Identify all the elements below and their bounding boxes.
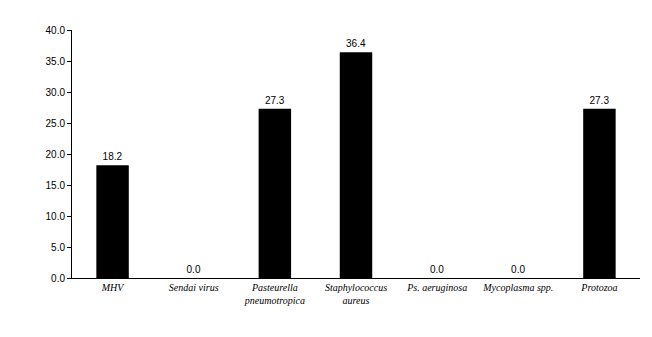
svg-text:25.0: 25.0 xyxy=(46,118,66,129)
svg-text:27.3: 27.3 xyxy=(265,95,285,106)
svg-text:Protozoa: Protozoa xyxy=(580,282,617,293)
svg-text:0.0: 0.0 xyxy=(51,273,65,284)
svg-text:MHV: MHV xyxy=(101,282,126,293)
svg-text:35.0: 35.0 xyxy=(46,56,66,67)
svg-text:27.3: 27.3 xyxy=(589,95,609,106)
svg-text:5.0: 5.0 xyxy=(51,242,65,253)
svg-text:Mycoplasma spp.: Mycoplasma spp. xyxy=(482,282,553,293)
svg-text:0.0: 0.0 xyxy=(187,264,201,275)
svg-text:40.0: 40.0 xyxy=(46,25,66,36)
svg-text:Sendai virus: Sendai virus xyxy=(169,282,219,293)
svg-text:10.0: 10.0 xyxy=(46,211,66,222)
svg-text:20.0: 20.0 xyxy=(46,149,66,160)
svg-text:36.4: 36.4 xyxy=(346,38,366,49)
svg-text:Ps. aeruginosa: Ps. aeruginosa xyxy=(406,282,467,293)
svg-text:0.0: 0.0 xyxy=(430,264,444,275)
svg-text:0.0: 0.0 xyxy=(511,264,525,275)
svg-text:Staphylococcusaureus: Staphylococcusaureus xyxy=(325,282,387,306)
svg-text:Pasteurellapneumotropica: Pasteurellapneumotropica xyxy=(244,282,305,306)
svg-text:18.2: 18.2 xyxy=(103,151,123,162)
svg-text:15.0: 15.0 xyxy=(46,180,66,191)
svg-text:30.0: 30.0 xyxy=(46,87,66,98)
